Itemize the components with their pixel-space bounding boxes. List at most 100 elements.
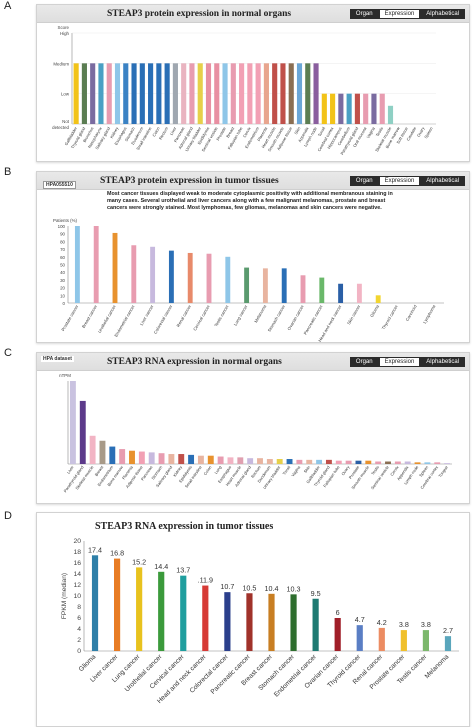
panel-letter-c: C [4,347,12,359]
x-tick-label: Tonsil [317,126,326,137]
bar [379,93,385,124]
panel-letter-d: D [4,510,12,522]
bar [114,63,121,124]
bar [89,435,96,464]
bar [247,63,253,124]
x-tick-label: Cervix [242,126,252,138]
y-tick-label: 6 [77,615,81,622]
bar [73,63,79,124]
bar [255,63,261,124]
dataset-badge[interactable]: HPA055510 [43,181,76,189]
tab-expression[interactable]: Expression [378,9,421,19]
bar [444,463,451,464]
bar [321,93,327,124]
bar [164,63,170,124]
bar [371,93,377,124]
bar [99,440,106,464]
data-label: 16.8 [110,549,124,558]
x-tick-label: Skin [293,126,301,135]
bar [79,400,86,464]
bar [106,63,112,124]
bar [444,636,452,651]
panel-d-title: STEAP3 RNA expression in tumor tissues [95,521,274,532]
panel-c-title: STEAP3 RNA expression in normal organs [107,357,282,367]
bar [237,457,244,464]
bar [286,459,293,464]
y-tick-label: 30 [60,278,65,283]
bar [197,63,203,124]
y-tick-label: 20 [60,286,65,291]
x-tick-label: Ovary [340,465,350,477]
bar [131,63,137,124]
x-tick-label: Colon [151,126,161,138]
tab-alphabetical[interactable]: Alphabetical [420,176,465,186]
y-tick-label: 0 [77,648,81,655]
bar [263,63,269,124]
bar [178,454,185,464]
x-tick-label: Rectum [158,125,170,140]
bar [434,462,441,464]
bar [356,283,362,303]
data-label: 15.2 [132,557,146,566]
data-label: 10.3 [287,584,301,593]
x-tick-label: Testis [375,126,384,137]
bar [262,268,268,303]
bar [312,598,319,651]
y-tick-label: Medium [53,61,69,66]
dataset-badge[interactable]: HPA dataset [41,356,74,362]
bar [316,459,323,464]
bar [187,252,193,303]
panel-c-tabs: Organ Expression Alphabetical [349,357,465,367]
x-tick-label: Pancreatic cancer [210,653,253,696]
bar [414,462,421,464]
bar [244,267,250,303]
y-tick-label: 0 [63,301,66,306]
bar [69,381,76,464]
x-tick-label: Spleen [418,465,429,478]
x-tick-label: Liver [169,125,178,136]
bar [123,63,129,124]
panel-letter-a: A [4,0,12,12]
bar [404,461,411,464]
bar [325,459,332,464]
tab-alphabetical[interactable]: Alphabetical [420,9,465,19]
y-tick-label: 90 [60,232,65,237]
bar [363,93,369,124]
tab-organ[interactable]: Organ [349,9,379,19]
data-label: 2.7 [443,626,453,635]
bar [188,454,195,464]
tab-alphabetical[interactable]: Alphabetical [420,357,465,367]
bar [81,63,87,124]
x-tick-label: Testis [370,465,380,476]
bar [335,460,342,464]
bar [224,592,231,651]
bar [148,63,154,124]
x-tick-label: Breast [94,464,105,477]
tab-organ[interactable]: Organ [349,176,379,186]
bar [112,232,118,303]
tab-expression[interactable]: Expression [378,176,421,186]
bar [306,459,313,464]
summary-text: Most cancer tissues displayed weak to mo… [107,191,393,212]
x-tick-label: Glioma [78,653,98,673]
x-tick-label: Kidney [109,126,119,139]
data-label: .11.9 [198,576,213,585]
bar [93,226,99,303]
data-label: 17.4 [88,545,102,554]
bar [305,63,311,124]
bar [422,630,429,651]
bar [74,226,80,303]
bar [296,459,303,464]
tab-expression[interactable]: Expression [378,357,421,367]
bar [288,63,294,124]
x-tick-label: Melanoma [424,653,451,680]
panel-b-tabs: Organ Expression Alphabetical [349,176,465,186]
x-tick-label: Vagina [365,125,376,139]
y-axis-label: Score [58,25,70,30]
y-tick-label: Not [62,119,70,124]
tab-organ[interactable]: Organ [349,357,379,367]
bar [272,63,278,124]
